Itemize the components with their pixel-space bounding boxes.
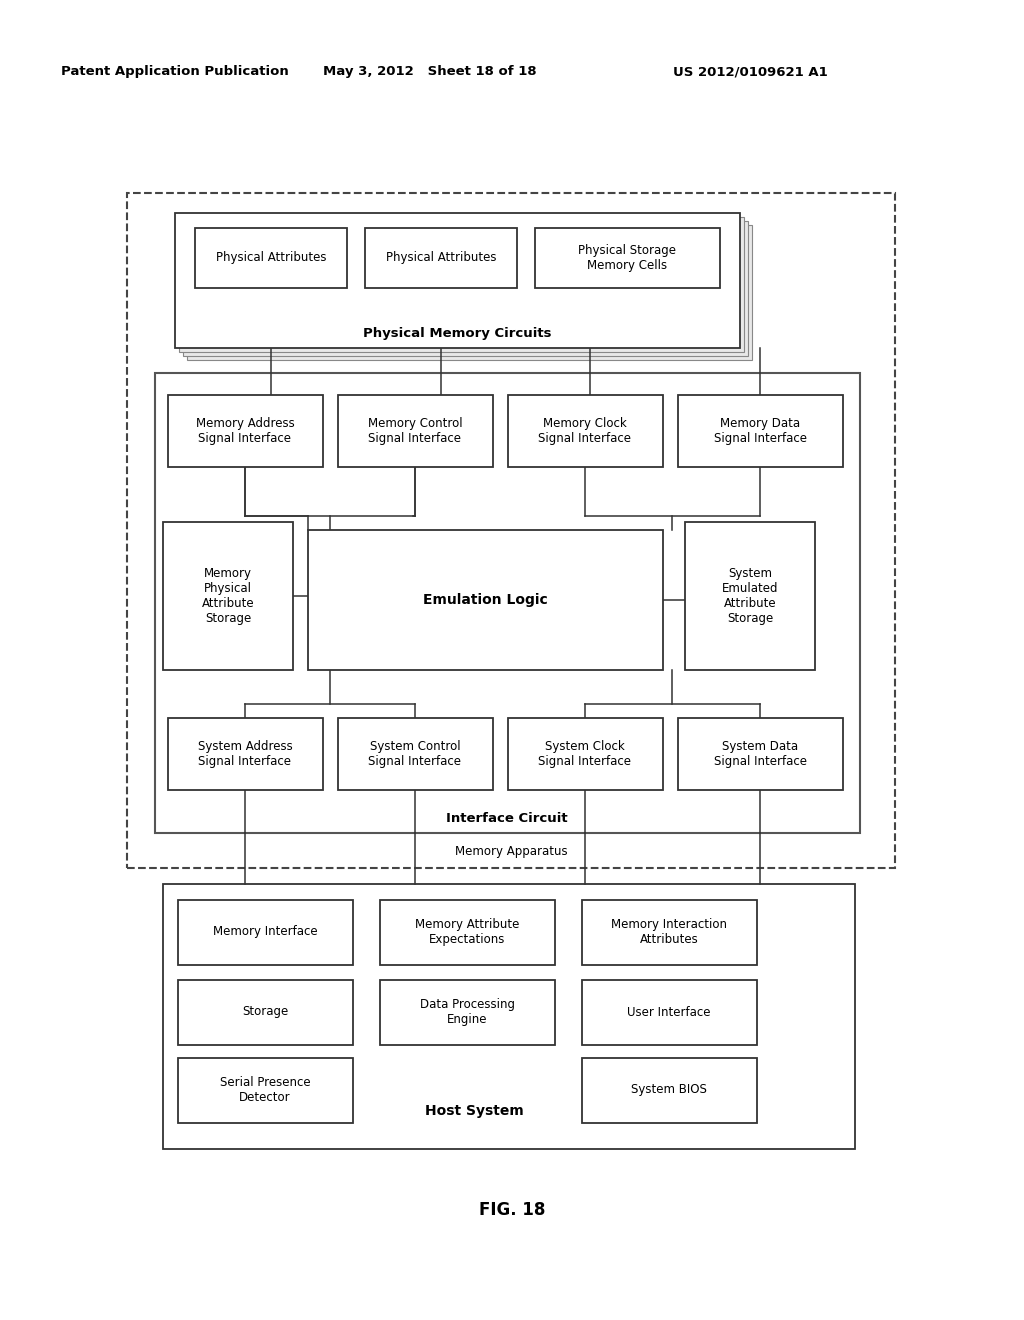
Text: Memory Apparatus: Memory Apparatus <box>455 846 567 858</box>
Bar <box>178 979 353 1045</box>
Text: May 3, 2012   Sheet 18 of 18: May 3, 2012 Sheet 18 of 18 <box>324 66 537 78</box>
Text: Memory Interface: Memory Interface <box>213 925 317 939</box>
Bar <box>195 228 347 288</box>
Text: Serial Presence
Detector: Serial Presence Detector <box>220 1076 310 1104</box>
Bar <box>508 718 663 789</box>
Text: Memory Data
Signal Interface: Memory Data Signal Interface <box>714 417 807 445</box>
Text: Storage: Storage <box>242 1006 288 1019</box>
Text: User Interface: User Interface <box>628 1006 711 1019</box>
Bar <box>678 395 843 467</box>
Text: FIG. 18: FIG. 18 <box>479 1201 545 1218</box>
Bar <box>168 395 323 467</box>
Bar <box>338 395 493 467</box>
Text: Memory Interaction
Attributes: Memory Interaction Attributes <box>611 917 727 946</box>
Bar <box>168 718 323 789</box>
Text: Memory Address
Signal Interface: Memory Address Signal Interface <box>196 417 294 445</box>
Bar <box>535 228 720 288</box>
Bar <box>179 216 744 352</box>
Bar <box>582 900 757 965</box>
Bar <box>582 1059 757 1123</box>
Text: System Control
Signal Interface: System Control Signal Interface <box>369 741 462 768</box>
Bar <box>308 531 663 671</box>
Text: Physical Memory Circuits: Physical Memory Circuits <box>362 327 551 341</box>
Text: System Data
Signal Interface: System Data Signal Interface <box>714 741 807 768</box>
Text: Physical Attributes: Physical Attributes <box>216 252 327 264</box>
Text: System Address
Signal Interface: System Address Signal Interface <box>198 741 293 768</box>
Bar <box>155 374 860 833</box>
Bar <box>178 1059 353 1123</box>
Text: Emulation Logic: Emulation Logic <box>423 593 548 607</box>
Bar <box>582 979 757 1045</box>
Bar <box>380 979 555 1045</box>
Bar <box>163 521 293 671</box>
Text: Memory Control
Signal Interface: Memory Control Signal Interface <box>368 417 462 445</box>
Text: System
Emulated
Attribute
Storage: System Emulated Attribute Storage <box>722 568 778 624</box>
Bar <box>678 718 843 789</box>
Bar <box>127 193 895 869</box>
Bar <box>365 228 517 288</box>
Text: Memory Clock
Signal Interface: Memory Clock Signal Interface <box>539 417 632 445</box>
Text: System BIOS: System BIOS <box>631 1084 707 1097</box>
Bar <box>178 900 353 965</box>
Text: Data Processing
Engine: Data Processing Engine <box>420 998 514 1026</box>
Bar <box>163 884 855 1148</box>
Text: US 2012/0109621 A1: US 2012/0109621 A1 <box>673 66 827 78</box>
Bar <box>183 220 748 356</box>
Bar <box>508 395 663 467</box>
Text: Patent Application Publication: Patent Application Publication <box>61 66 289 78</box>
Bar <box>380 900 555 965</box>
Bar <box>338 718 493 789</box>
Text: Memory Attribute
Expectations: Memory Attribute Expectations <box>415 917 519 946</box>
Text: System Clock
Signal Interface: System Clock Signal Interface <box>539 741 632 768</box>
Bar <box>187 224 752 360</box>
Bar <box>175 213 740 348</box>
Text: Interface Circuit: Interface Circuit <box>446 813 568 825</box>
Text: Physical Attributes: Physical Attributes <box>386 252 497 264</box>
Text: Physical Storage
Memory Cells: Physical Storage Memory Cells <box>578 244 676 272</box>
Text: Host System: Host System <box>425 1104 523 1118</box>
Text: Memory
Physical
Attribute
Storage: Memory Physical Attribute Storage <box>202 568 254 624</box>
Bar <box>685 521 815 671</box>
